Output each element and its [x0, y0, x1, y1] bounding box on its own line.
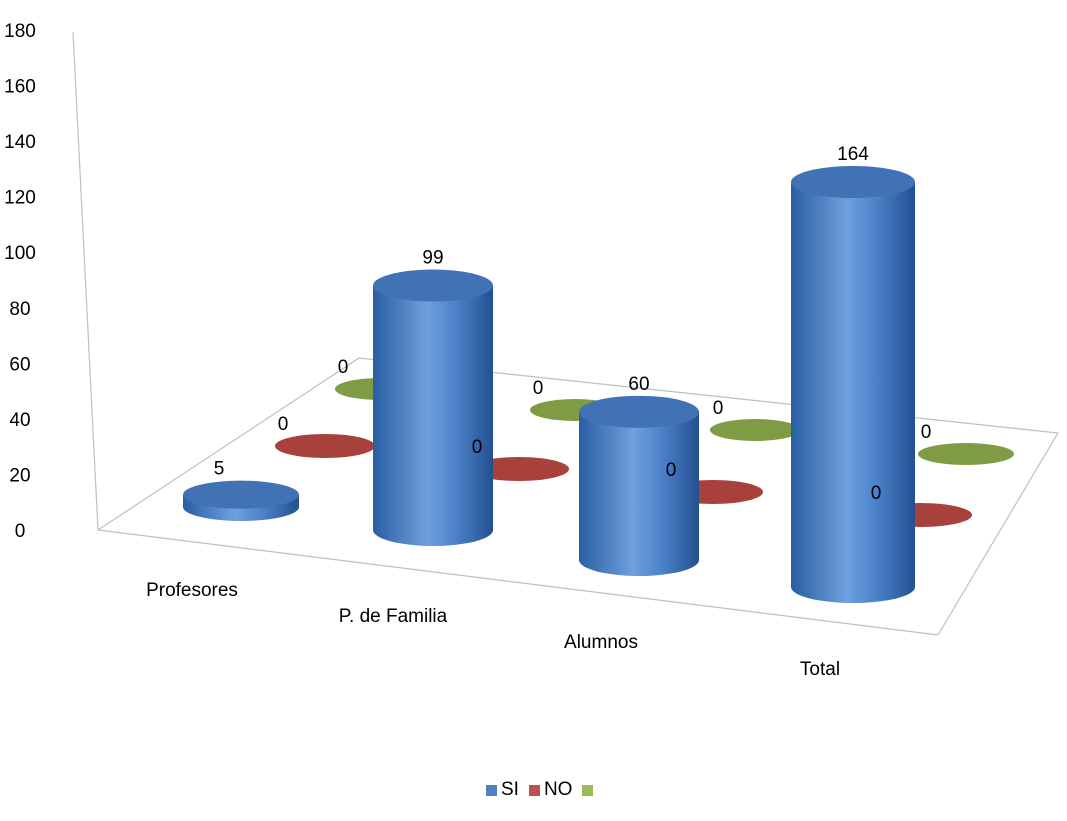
- y-tick-label: 140: [4, 132, 36, 153]
- bar-cylinder-top: [710, 419, 800, 441]
- bar-cylinder-body: [791, 182, 915, 603]
- y-tick-label: 60: [9, 354, 30, 375]
- legend-swatch: [582, 784, 594, 796]
- data-label: 60: [628, 374, 649, 395]
- category-label: Profesores: [146, 580, 238, 601]
- bar-cylinder-top: [275, 434, 375, 458]
- legend: SI NO: [486, 778, 607, 802]
- data-label: 0: [338, 357, 349, 378]
- data-label: 164: [837, 144, 869, 165]
- legend-swatch: [486, 784, 497, 796]
- bar-cylinder-top: [918, 443, 1014, 465]
- data-label: 0: [472, 437, 483, 458]
- bar-cylinder-body: [579, 411, 699, 576]
- legend-swatch: [528, 784, 540, 796]
- category-label: Total: [800, 659, 840, 680]
- legend-label: NO: [543, 779, 573, 800]
- category-label: Alumnos: [564, 632, 638, 653]
- bar-cylinder-top: [373, 269, 493, 302]
- bar-cylinder-top: [469, 457, 569, 481]
- data-label: 0: [666, 460, 677, 481]
- y-tick-label: 120: [4, 188, 36, 209]
- data-label: 0: [921, 422, 932, 443]
- y-tick-label: 100: [4, 243, 36, 264]
- y-axis: 0 20 40 60 80 100 120 140 160 180: [4, 21, 36, 542]
- bar-cylinder-top: [791, 166, 915, 198]
- category-axis: Profesores P. de Familia Alumnos Total: [146, 580, 840, 680]
- chart-frame: [72, 31, 1059, 636]
- legend-item: SI: [486, 779, 519, 801]
- legend-item: NO: [528, 779, 573, 801]
- legend-label: SI: [501, 779, 519, 800]
- data-label: 99: [422, 248, 443, 269]
- y-tick-label: 40: [9, 410, 30, 431]
- y-tick-label: 180: [4, 21, 36, 42]
- bar-cylinder-top: [579, 395, 699, 428]
- legend-item: [582, 784, 597, 796]
- data-label: 0: [278, 414, 289, 435]
- floor-back-edge: [97, 357, 1059, 636]
- data-label: 0: [713, 398, 724, 419]
- data-label: 0: [871, 483, 882, 504]
- data-labels: 0 0 0 0 0 0 0 0 5 99 60 164: [214, 144, 932, 504]
- y-tick-label: 160: [4, 77, 36, 98]
- data-label: 0: [533, 378, 544, 399]
- y-tick-label: 20: [9, 465, 30, 486]
- y-tick-label: 0: [15, 521, 26, 542]
- category-label: P. de Familia: [339, 606, 448, 627]
- data-label: 5: [214, 459, 225, 480]
- data-marks: [183, 166, 1014, 603]
- bar-cylinder-top: [183, 480, 299, 509]
- bar-cylinder-body: [373, 285, 493, 546]
- y-tick-label: 80: [9, 299, 30, 320]
